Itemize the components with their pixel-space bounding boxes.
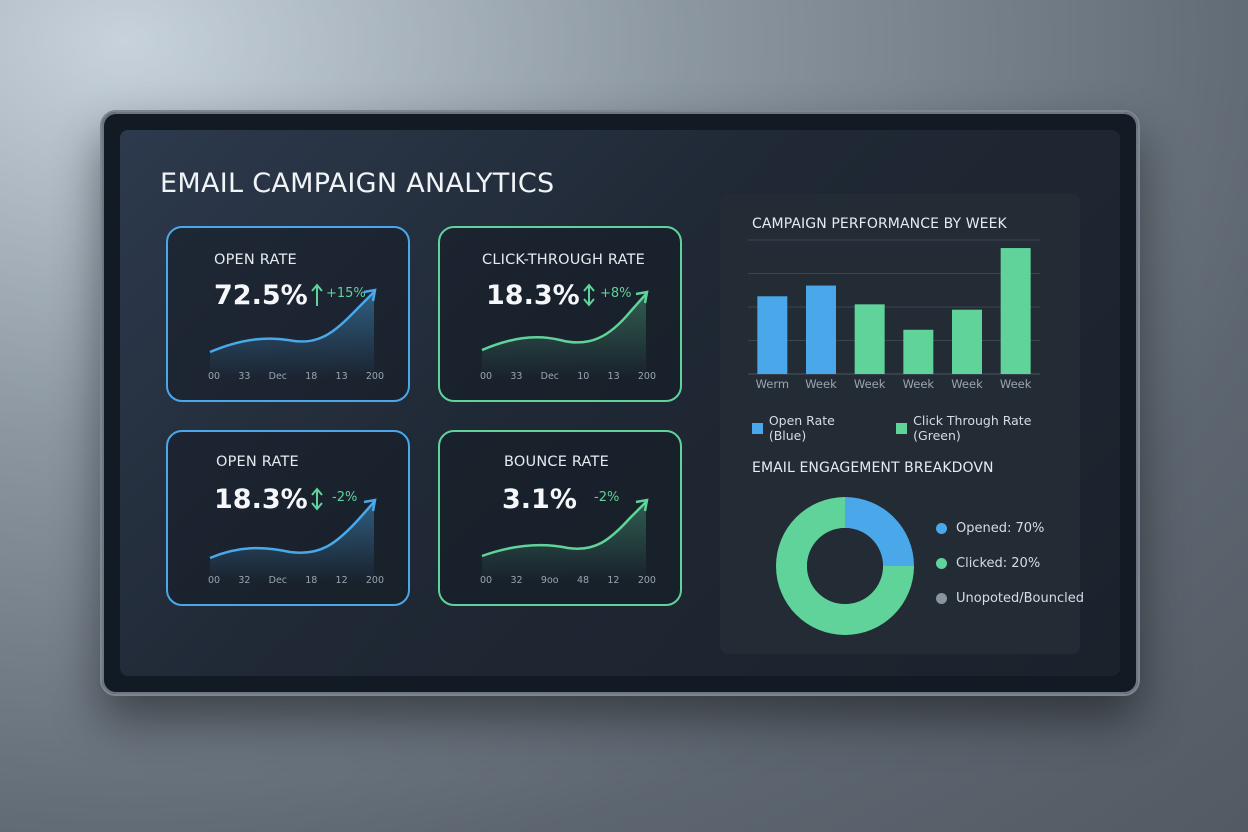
open-rate-card-secondary[interactable]: OPEN RATE 18.3% -2% 00 (166, 430, 410, 606)
up-down-arrow-icon (583, 283, 595, 307)
x-tick-label: Week (805, 377, 837, 391)
card-value: 72.5% (214, 280, 308, 311)
axis-tick: Dec (540, 371, 560, 382)
legend-dot (936, 593, 947, 604)
up-down-arrow-icon (311, 487, 323, 511)
axis-tick: 00 (480, 575, 493, 586)
legend-item-clicked: Clicked: 20% (936, 556, 1040, 571)
axis-tick: 00 (208, 371, 221, 382)
bar[interactable] (952, 309, 982, 374)
weekly-performance-bar-chart: Werm Week Week Week Week Week (748, 239, 1040, 391)
card-value: 18.3% (214, 484, 308, 515)
axis-tick: 32 (238, 575, 251, 586)
axis-tick: 32 (510, 575, 523, 586)
card-label: OPEN RATE (214, 252, 297, 268)
axis-tick: 200 (365, 371, 384, 382)
open-rate-sparkline (209, 288, 377, 378)
charts-panel: CAMPAIGN PERFORMANCE BY WEEK Werm Week Wee… (720, 194, 1084, 654)
axis-tick: 200 (365, 575, 384, 586)
donut-chart-title: EMAIL ENGAGEMENT BREAKDOVN (752, 460, 994, 476)
card-label: OPEN RATE (216, 454, 299, 470)
donut-hole (807, 528, 883, 604)
bar[interactable] (854, 304, 885, 374)
axis-tick: 00 (480, 371, 493, 382)
open-rate-card[interactable]: OPEN RATE 72.5% +15% 00 33 (166, 226, 410, 402)
bounce-rate-sparkline (481, 498, 649, 582)
bounce-rate-card[interactable]: BOUNCE RATE 3.1% -2% 00 32 9oo 48 (438, 430, 682, 606)
axis-tick: Dec (268, 371, 288, 382)
x-axis-labels: 00 32 Dec 18 12 200 (208, 575, 384, 586)
axis-tick: 33 (238, 371, 251, 382)
legend-swatch-open (752, 422, 763, 434)
axis-tick: 18 (305, 371, 318, 382)
up-arrow-icon (311, 283, 323, 306)
axis-tick: 13 (335, 371, 348, 382)
card-delta: +15% (326, 286, 366, 301)
page-title: EMAIL CAMPAIGN ANALYTICS (160, 168, 555, 199)
donut-slice[interactable] (845, 497, 914, 566)
axis-tick: 12 (607, 575, 620, 586)
engagement-donut-chart (776, 497, 914, 635)
legend-label-click: Click Through Rate (Green) (913, 413, 1032, 443)
x-tick-label: Werm (756, 377, 790, 391)
monitor-frame: EMAIL CAMPAIGN ANALYTICS OPEN RATE 72.5%… (100, 110, 1140, 696)
dashboard-screen: EMAIL CAMPAIGN ANALYTICS OPEN RATE 72.5%… (120, 130, 1120, 676)
x-axis-labels: 00 33 Dec 10 13 200 (480, 371, 656, 382)
card-delta: +8% (600, 286, 632, 301)
bar[interactable] (1000, 248, 1031, 374)
x-axis-labels: 00 33 Dec 18 13 200 (208, 371, 384, 382)
bar[interactable] (757, 296, 788, 374)
axis-tick: 18 (305, 575, 318, 586)
legend-label: Unopoted/Bouncled (956, 591, 1085, 606)
card-value: 3.1% (502, 484, 577, 515)
x-tick-label: Week (854, 377, 886, 391)
bar[interactable] (903, 329, 934, 374)
axis-tick: 13 (607, 371, 620, 382)
donut-slice[interactable] (776, 497, 914, 635)
legend-label: Opened: 70% (956, 521, 1045, 536)
x-tick-label: Week (903, 377, 935, 391)
axis-tick: 12 (335, 575, 348, 586)
card-value: 18.3% (486, 280, 580, 311)
legend-label: Clicked: 20% (956, 556, 1041, 571)
legend-label-open: Open Rate (Blue) (768, 413, 835, 443)
axis-tick: Dec (268, 575, 288, 586)
open-rate-secondary-sparkline (209, 498, 377, 582)
x-tick-label: Week (1000, 377, 1032, 391)
bar-chart-title: CAMPAIGN PERFORMANCE BY WEEK (752, 216, 1007, 232)
legend-dot (936, 523, 947, 534)
legend-item-unopened: Unopoted/Bouncled (936, 591, 1084, 606)
axis-tick: 200 (637, 371, 656, 382)
bar[interactable] (806, 285, 836, 374)
legend-item-opened: Opened: 70% (936, 521, 1044, 536)
axis-tick: 9oo (540, 575, 559, 586)
card-label: CLICK-THROUGH RATE (482, 252, 646, 268)
click-through-sparkline (481, 290, 649, 378)
axis-tick: 33 (510, 371, 523, 382)
card-delta: -2% (594, 490, 620, 505)
card-label: BOUNCE RATE (504, 454, 609, 470)
axis-tick: 200 (637, 575, 656, 586)
click-through-rate-card[interactable]: CLICK-THROUGH RATE 18.3% +8% (438, 226, 682, 402)
axis-tick: 10 (577, 371, 590, 382)
card-delta: -2% (332, 490, 358, 505)
x-axis-labels: 00 32 9oo 48 12 200 (480, 575, 656, 586)
axis-tick: 48 (576, 575, 590, 586)
bar-chart-legend: Open Rate (Blue) Click Through Rate (Gre… (752, 413, 1080, 443)
x-tick-label: Week (951, 377, 983, 391)
axis-tick: 00 (208, 575, 221, 586)
legend-dot (936, 558, 947, 569)
legend-swatch-click (896, 422, 908, 434)
